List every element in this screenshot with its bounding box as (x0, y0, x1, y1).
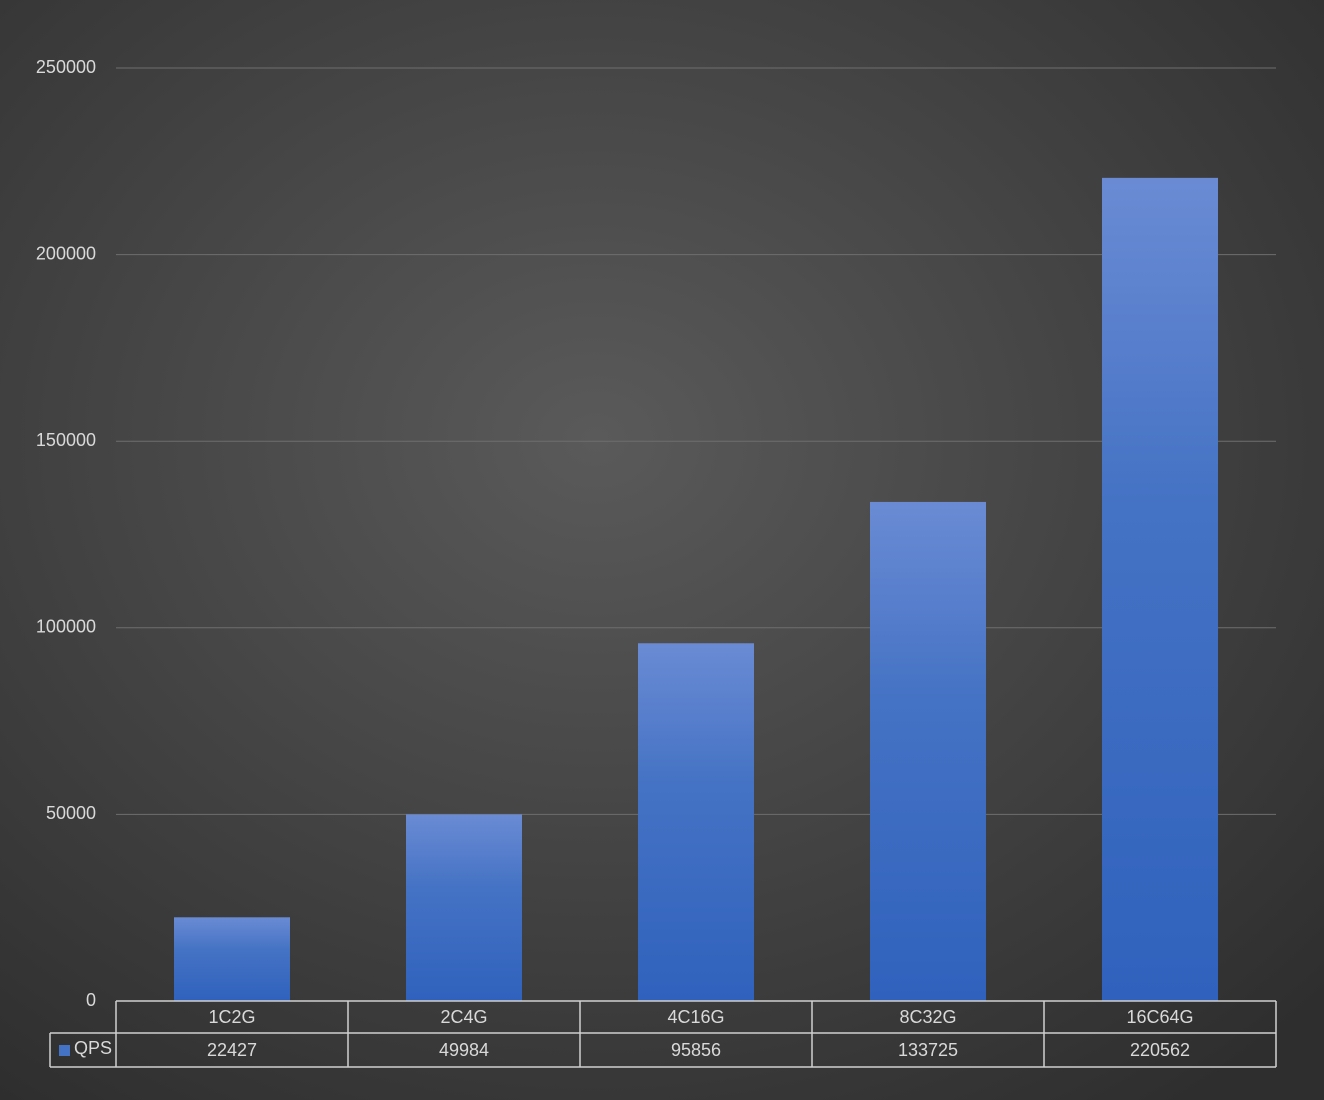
x-tick-label: 2C4G (440, 1007, 487, 1027)
y-tick-label: 150000 (36, 430, 96, 450)
x-tick-label: 8C32G (899, 1007, 956, 1027)
bar (1102, 177, 1218, 1001)
bar (406, 814, 522, 1001)
data-label: 133725 (898, 1040, 958, 1060)
legend-label: QPS (74, 1038, 112, 1058)
bar (870, 501, 986, 1001)
y-tick-label: 50000 (46, 803, 96, 823)
x-tick-label: 4C16G (667, 1007, 724, 1027)
data-label: 22427 (207, 1040, 257, 1060)
y-tick-label: 0 (86, 990, 96, 1010)
x-tick-label: 16C64G (1126, 1007, 1193, 1027)
y-tick-label: 250000 (36, 57, 96, 77)
bar (638, 643, 754, 1001)
data-label: 220562 (1130, 1040, 1190, 1060)
legend-marker (59, 1045, 70, 1056)
y-tick-label: 100000 (36, 617, 96, 637)
x-tick-label: 1C2G (208, 1007, 255, 1027)
bar (174, 917, 290, 1001)
y-tick-label: 200000 (36, 243, 96, 263)
data-label: 49984 (439, 1040, 489, 1060)
data-label: 95856 (671, 1040, 721, 1060)
